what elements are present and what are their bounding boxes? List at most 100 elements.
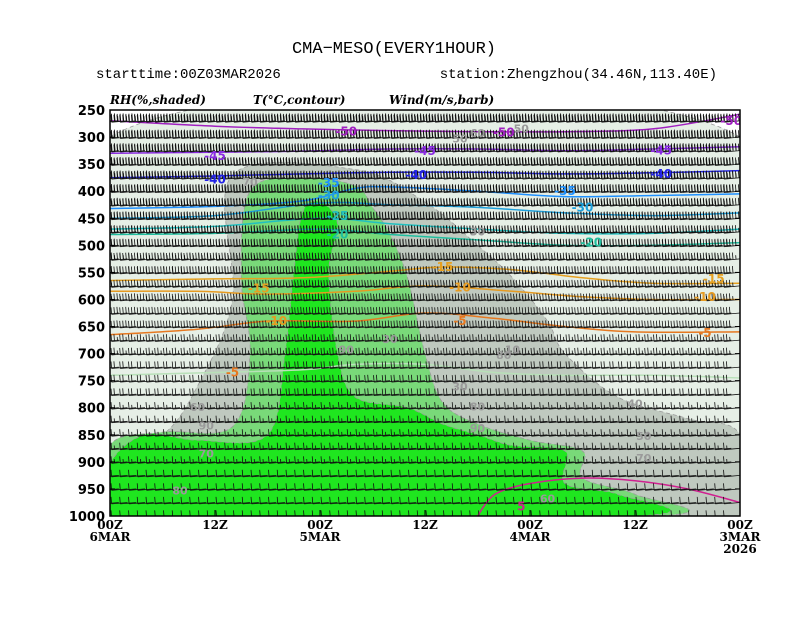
x-tick-label: 00Z [517,518,543,532]
y-tick-label: 800 [78,402,105,417]
wind-barb [241,347,259,356]
wind-barb [373,510,390,516]
wind-barb [583,469,601,478]
wind-barb [110,366,119,369]
wind-barb [355,334,373,342]
wind-barb [224,496,242,505]
wind-barb [443,483,461,491]
x-tick-label: 00Z [727,518,753,532]
wind-barb [206,347,224,356]
wind-barb [285,388,303,396]
wind-barb [285,469,303,478]
wind-barb [154,496,172,505]
wind-barb [591,483,609,491]
wind-barb [311,306,329,315]
wind-barb [451,306,469,315]
wind-barb [495,320,513,329]
wind-barb [661,496,679,505]
rh-contour-label: 70 [636,452,652,465]
temperature-contour-label: -35 [554,184,576,198]
wind-barb [530,334,548,342]
wind-barb [381,374,399,383]
wind-barb [644,320,662,329]
wind-barb [478,510,495,516]
wind-barb [346,374,364,383]
wind-barb [276,496,294,505]
wind-barb [233,347,251,356]
wind-barb [329,320,347,329]
wind-barb [303,469,321,478]
wind-barb [565,510,583,516]
wind-barb [128,374,146,383]
wind-barb [688,320,706,329]
wind-barb [110,282,119,288]
y-tick-label: 450 [78,212,105,227]
temperature-contour-label: -45 [414,144,436,158]
wind-barb [241,496,259,505]
wind-barb [521,306,539,315]
wind-barb [661,334,679,342]
wind-barb [276,510,294,516]
wind-barb [486,483,504,491]
wind-barb [163,388,181,396]
wind-barb [136,469,154,478]
wind-barb [679,469,697,478]
wind-barb [653,483,671,491]
wind-barb [294,496,312,505]
wind-barb [451,347,469,356]
legend-wind: Wind(m/s,barb) [389,93,494,107]
wind-barb [635,469,653,478]
wind-barb [539,334,557,342]
wind-barb [364,469,382,478]
wind-barb [434,483,452,491]
wind-barb [434,510,452,516]
wind-barb [303,374,321,383]
wind-barb [329,347,347,356]
wind-barb [486,496,504,505]
wind-barb [469,374,487,383]
y-tick-label: 850 [78,429,105,444]
wind-barb [434,388,452,396]
wind-barb [618,388,636,396]
wind-barb [198,334,216,342]
wind-barb [399,510,417,516]
wind-barb [110,129,116,138]
wind-barb [644,388,662,396]
wind-barb [513,496,531,505]
wind-barb [233,469,251,478]
wind-barb [241,388,259,396]
wind-barb [276,388,294,396]
wind-barb [609,469,627,478]
wind-barb [163,469,181,478]
wind-barb [513,374,531,383]
wind-barb [495,306,513,315]
wind-barb [346,334,364,342]
wind-barb [635,347,653,356]
wind-barb [224,306,242,315]
wind-barb [679,334,697,342]
wind-barb [583,388,601,396]
wind-barb [644,334,662,342]
wind-barb [591,469,609,478]
x-tick-label: 12Z [202,518,228,532]
rh-contour-label: 70 [242,176,258,189]
wind-barb [233,306,251,315]
wind-barb [355,469,373,478]
wind-barb [530,496,548,505]
wind-barb [215,347,233,356]
wind-barb [346,306,364,315]
wind-barb [408,347,426,356]
wind-barb [294,510,312,516]
wind-barb [425,388,443,396]
wind-barb [486,510,504,516]
wind-barb [653,469,671,478]
wind-barb [556,334,574,342]
wind-barb [574,320,592,329]
y-tick-label: 1000 [69,510,105,525]
wind-barb [635,320,653,329]
wind-barb [110,211,119,220]
wind-barb [311,334,329,342]
wind-barb [294,320,312,329]
wind-barb [626,510,644,516]
wind-barb [521,334,539,342]
